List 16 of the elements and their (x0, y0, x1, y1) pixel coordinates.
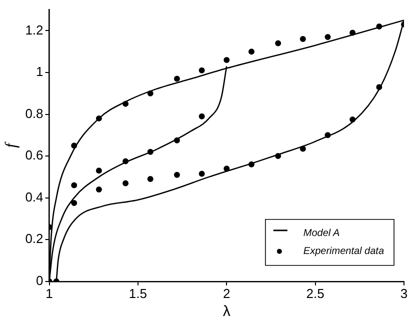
x-tick-label: 1 (46, 286, 53, 301)
x-axis-title: λ (222, 303, 231, 320)
legend-label: Experimental data (303, 246, 384, 258)
x-tick-label: 2.5 (306, 286, 324, 301)
x-tick-label: 2 (223, 286, 230, 301)
y-tick-label: 0.2 (25, 231, 44, 246)
y-tick-label: 0 (36, 272, 44, 288)
y-axis-title: f (2, 140, 20, 148)
y-tick-label: 0.6 (25, 148, 44, 163)
y-tick-label: 1.2 (25, 22, 44, 38)
y-tick-label: 1 (36, 64, 44, 80)
x-tick-label: 1.5 (128, 286, 147, 301)
y-tick-label: 0.8 (25, 106, 44, 121)
x-tick-label: 3 (400, 286, 408, 301)
y-tick-label: 0.4 (25, 189, 44, 204)
legend-label: Model A (303, 228, 340, 240)
